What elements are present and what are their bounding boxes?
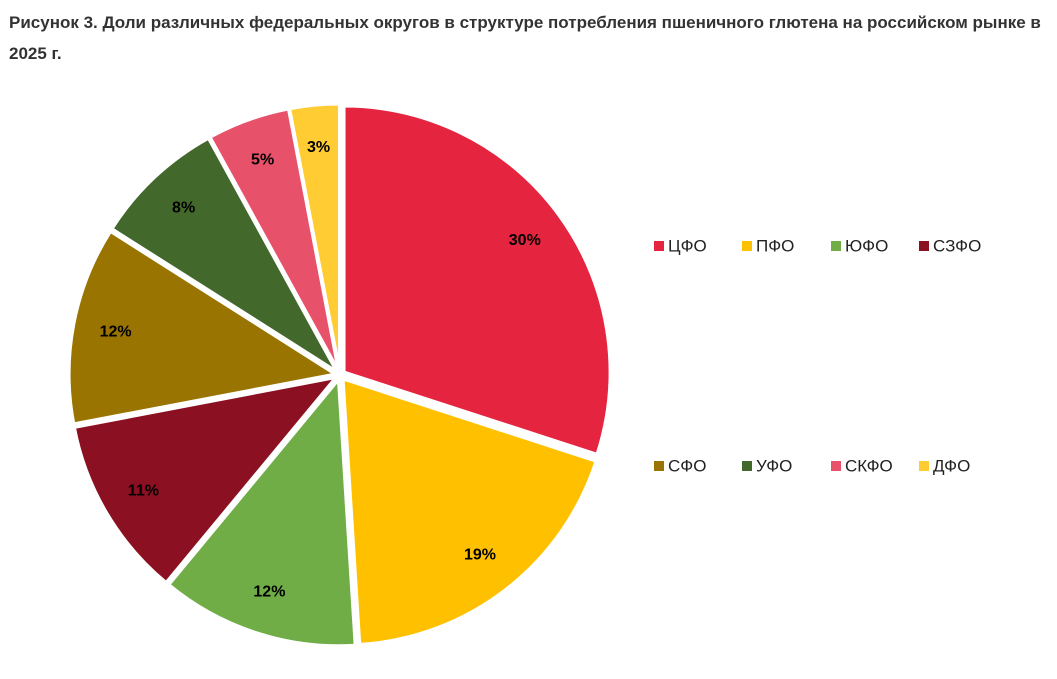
pie-slice <box>166 375 357 648</box>
legend-swatch <box>831 461 841 471</box>
data-label: 5% <box>251 151 274 168</box>
legend-swatch <box>742 241 752 251</box>
pie-slice <box>287 102 342 371</box>
legend-label: СКФО <box>845 456 893 475</box>
legend-swatch <box>654 461 664 471</box>
legend-swatch <box>831 241 841 251</box>
pie-slice <box>341 376 598 647</box>
legend-swatch <box>919 461 929 471</box>
legend-label: СЗФО <box>933 236 981 255</box>
legend-label: ЦФО <box>668 236 707 255</box>
data-label: 12% <box>253 583 285 600</box>
legend-label: УФО <box>756 456 792 475</box>
legend-swatch <box>919 241 929 251</box>
legend-label: ПФО <box>756 236 794 255</box>
pie-slice <box>67 229 340 426</box>
legend-swatch <box>654 241 664 251</box>
data-label: 30% <box>509 232 541 249</box>
pie-slice <box>72 375 340 585</box>
data-label: 3% <box>307 139 330 156</box>
pie-slice <box>342 104 612 457</box>
data-label: 19% <box>464 547 496 564</box>
legend-label: ЮФО <box>845 236 888 255</box>
data-label: 8% <box>172 200 195 217</box>
chart-title: Рисунок 3. Доли различных федеральных ок… <box>9 13 1041 63</box>
data-label: 11% <box>128 483 159 500</box>
pie-slice <box>109 136 338 373</box>
legend-label: ДФО <box>933 456 970 475</box>
legend-label: СФО <box>668 456 706 475</box>
data-label: 12% <box>100 323 132 340</box>
legend-swatch <box>742 461 752 471</box>
